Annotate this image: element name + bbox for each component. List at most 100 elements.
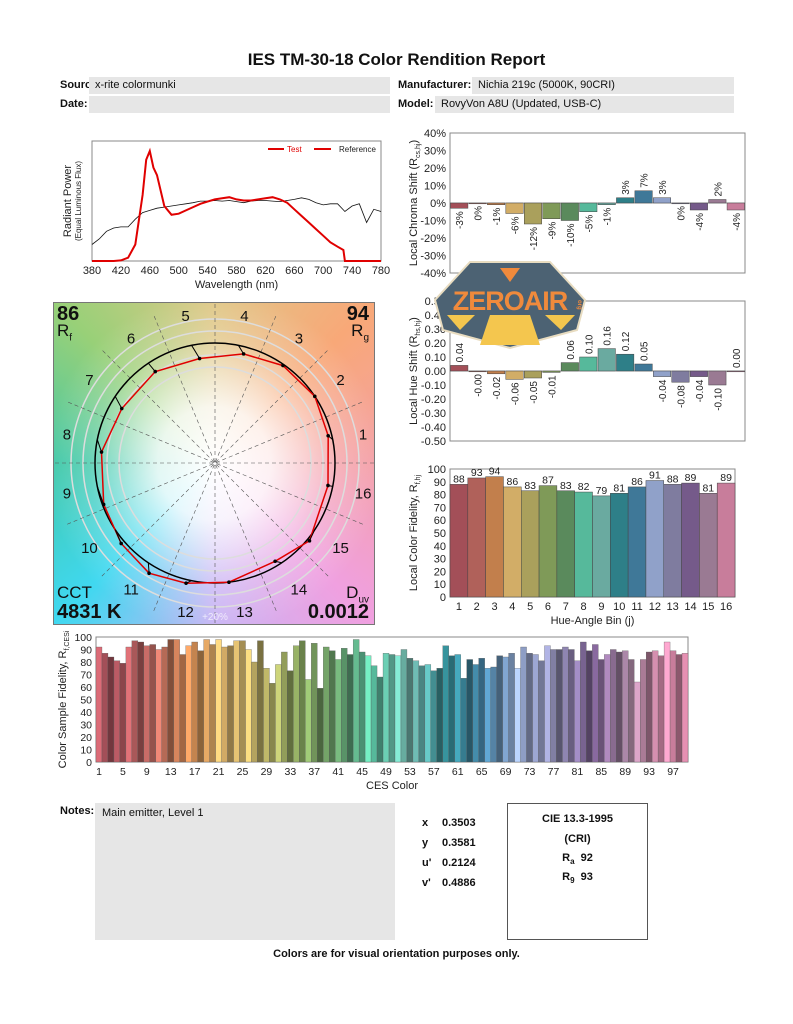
bin-label: 3 xyxy=(295,330,303,347)
ces-bar-25 xyxy=(239,640,246,763)
x-tick-label: 5 xyxy=(120,766,126,778)
x-tick-label: 380 xyxy=(83,265,101,277)
ces-bar-20 xyxy=(209,644,216,763)
logo-badge xyxy=(433,261,587,350)
y-tick-label: -0.40 xyxy=(421,422,446,434)
x-tick-label: 540 xyxy=(198,265,216,277)
y-tick-label: 40 xyxy=(80,707,92,719)
bin-label: 1 xyxy=(359,427,367,444)
shift-arrow-head xyxy=(312,394,317,399)
ces-bar-35 xyxy=(299,640,306,763)
ces-bar-91 xyxy=(634,681,641,763)
spectrum-plot-area xyxy=(91,140,382,262)
chroma-shift-value-label: 7% xyxy=(640,173,651,188)
date-field xyxy=(89,96,390,113)
x-tick-label: 13 xyxy=(165,766,177,778)
ces-bar-7 xyxy=(131,640,139,763)
x-tick-label: 1 xyxy=(456,601,462,613)
y-tick-label: 70 xyxy=(434,502,446,514)
hue-shift-bar-3 xyxy=(487,370,506,375)
local-fidelity-x-axis-label: Hue-Angle Bin (j) xyxy=(551,615,635,627)
ces-bar-79 xyxy=(562,646,569,763)
hue-shift-bar-10 xyxy=(616,353,635,372)
ces-bar-60 xyxy=(448,655,455,763)
date-label: Date: xyxy=(60,98,88,110)
x-tick-label: 460 xyxy=(141,265,159,277)
ces-bar-65 xyxy=(478,658,485,763)
ces-bar-98 xyxy=(675,654,683,763)
hue-shift-value-label: -0.00 xyxy=(474,374,485,397)
bin-label: 4 xyxy=(240,308,248,325)
ces-bar-16 xyxy=(185,645,192,763)
notes-label: Notes: xyxy=(60,805,95,817)
y-tick-label: 10 xyxy=(80,745,92,757)
y-tick-label: 0.30 xyxy=(425,324,446,336)
ces-bar-44 xyxy=(352,639,360,763)
chroma-shift-value-label: -4% xyxy=(732,213,743,231)
legend-test-label: Test xyxy=(287,145,302,154)
ces-bar-29 xyxy=(263,668,270,763)
ces-bar-61 xyxy=(454,654,461,763)
bin-label: 14 xyxy=(291,582,308,599)
ces-bar-19 xyxy=(203,639,210,763)
y-tick-label: 40 xyxy=(434,541,446,553)
ces-bar-95 xyxy=(657,655,665,763)
logo-text: ZEROAIR xyxy=(453,286,568,316)
hue-shift-value-label: -0.04 xyxy=(658,379,669,402)
hue-shift-y-axis-label: Local Hue Shift (Rhs,hj) xyxy=(408,317,422,425)
chroma-shift-bar-3 xyxy=(487,202,506,205)
ces-bar-24 xyxy=(233,640,240,763)
ces-bar-70 xyxy=(508,653,515,763)
local-fidelity-bar-12 xyxy=(645,480,664,598)
hue-shift-y-axis-label-end: ) xyxy=(408,317,420,321)
ces-bar-67 xyxy=(490,666,497,763)
ces-bar-37 xyxy=(311,643,318,763)
shift-arrow-head xyxy=(99,450,104,454)
y-tick-label: 40% xyxy=(424,128,446,140)
y-tick-label: 20 xyxy=(80,732,92,744)
chroma-shift-bar-8 xyxy=(579,202,598,212)
ces-bar-50 xyxy=(388,654,396,763)
x-tick-label: 17 xyxy=(189,766,201,778)
x-tick-label: 57 xyxy=(428,766,440,778)
ces-bar-69 xyxy=(502,656,509,763)
x-tick-label: 29 xyxy=(261,766,273,778)
chroma-shift-bar-7 xyxy=(560,202,579,221)
shift-arrow xyxy=(96,439,103,453)
y-tick-label: -0.30 xyxy=(421,408,446,420)
x-tick-label: 620 xyxy=(256,265,274,277)
bin-divider-line xyxy=(67,401,363,525)
ces-bar-73 xyxy=(526,653,533,763)
bin-label: 9 xyxy=(63,485,71,502)
x-tick-label: 77 xyxy=(548,766,560,778)
y-tick-label: -10% xyxy=(420,216,446,228)
x-tick-label: 81 xyxy=(572,766,584,778)
hue-shift-bar-16 xyxy=(726,370,745,373)
hue-shift-value-label: 0.00 xyxy=(732,348,743,368)
ces-bar-26 xyxy=(245,649,252,763)
y-tick-label: -40% xyxy=(420,268,446,280)
cri-subtitle: (CRI) xyxy=(564,833,591,845)
source-field: x-rite colormunki xyxy=(89,77,390,94)
logo-road-stripe xyxy=(480,315,540,345)
bin-label: 12 xyxy=(177,604,194,621)
cct-label: CCT xyxy=(57,583,92,602)
chromaticity-v-prime: v' 0.4886 xyxy=(422,877,476,889)
hue-shift-value-label: 0.06 xyxy=(566,340,577,360)
local-fidelity-bar-15 xyxy=(699,493,718,598)
shift-arrow-head xyxy=(119,541,123,546)
bin-label: 7 xyxy=(85,372,93,389)
duv-value: 0.0012 xyxy=(307,601,369,623)
ces-bar-63 xyxy=(466,659,473,763)
rg-label: Rg xyxy=(351,321,369,344)
x-tick-label: 580 xyxy=(227,265,245,277)
logo-road-stripe xyxy=(447,315,475,330)
y-tick-label: 80 xyxy=(80,657,92,669)
y-tick-label: 0.20 xyxy=(425,338,446,350)
bin-label: 5 xyxy=(181,308,189,325)
x-tick-label: 69 xyxy=(500,766,512,778)
local-fidelity-value-label: 81 xyxy=(613,482,625,494)
local-fidelity-bar-6 xyxy=(538,485,558,598)
ces-bar-21 xyxy=(215,639,222,763)
y-tick-label: 60 xyxy=(80,682,92,694)
